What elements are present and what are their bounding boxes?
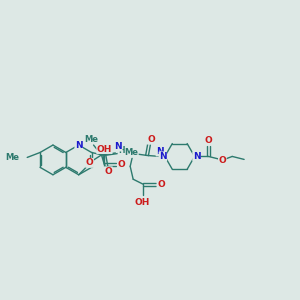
Text: O: O [117,160,125,169]
Text: N: N [115,142,122,151]
Text: Me: Me [85,135,99,144]
Text: O: O [157,180,165,189]
Text: N: N [156,147,164,156]
Text: O: O [147,135,155,144]
Text: N: N [159,152,167,161]
Text: OH: OH [97,145,112,154]
Text: H: H [118,146,124,155]
Text: O: O [218,156,226,165]
Text: O: O [104,167,112,176]
Text: OH: OH [134,197,150,206]
Text: N: N [193,152,200,161]
Text: Me: Me [5,153,19,162]
Text: Me: Me [124,148,138,158]
Text: N: N [75,140,82,149]
Text: O: O [205,136,212,145]
Text: O: O [86,158,94,167]
